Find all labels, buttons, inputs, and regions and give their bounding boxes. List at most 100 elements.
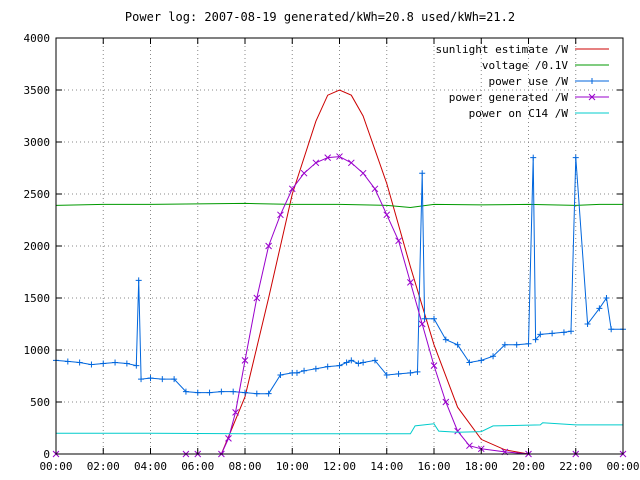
data-point [232,409,239,416]
data-point [395,370,402,377]
data-point [135,277,142,284]
x-tick-label: 16:00 [417,460,450,473]
x-axis-ticks: 00:00 02:00 04:00 06:00 08:00 10:00 12:00 14:00… [39,38,640,473]
y-axis-ticks: 0 500 1000 1500 2000 2500 3000 3500 4000 [24,32,623,461]
data-point [277,371,284,378]
data-point [466,442,473,450]
series-power-on-c14-w [56,422,623,435]
grid-lines [56,38,623,454]
x-tick-label: 14:00 [370,460,403,473]
data-point [530,154,537,161]
data-point [525,340,532,347]
legend-label: voltage /0.1V [482,59,568,72]
data-point [112,359,119,366]
data-point [596,305,603,312]
legend-label: power generated /W [449,91,569,104]
data-point [371,185,379,193]
series-layer [52,89,627,458]
data-point [182,388,189,395]
y-tick-label: 500 [30,396,50,409]
x-tick-label: 18:00 [465,460,498,473]
data-point [430,362,438,369]
data-point [133,362,140,369]
data-point [300,169,308,177]
x-tick-label: 08:00 [228,460,261,473]
y-tick-label: 0 [43,448,50,461]
x-tick-label: 12:00 [323,460,356,473]
legend-marker [588,93,596,101]
data-point [242,389,248,396]
series-sunlight-estimate-w [220,89,529,455]
data-point [383,371,390,378]
data-point [265,390,272,397]
data-point [501,341,508,348]
data-point [383,211,391,219]
data-point [88,361,95,368]
data-point [608,326,615,333]
data-point [312,159,320,167]
data-point [225,435,232,442]
data-point [230,388,237,395]
series-power-generated-w [52,153,627,458]
legend-label: power on C14 /W [469,107,569,120]
series-voltage-0-1v [55,202,623,209]
x-tick-label: 00:00 [39,460,72,473]
data-point [301,367,308,374]
data-point [513,341,520,348]
data-point [584,321,591,327]
data-point [431,315,437,322]
series-line [56,422,623,435]
data-point [348,357,355,364]
data-point [407,369,414,376]
data-point [312,365,319,372]
legend-label: power use /W [489,75,569,88]
data-point [572,154,579,161]
legend-marker [589,78,595,84]
data-point [478,357,485,364]
data-point [123,360,130,367]
data-point [603,295,610,301]
data-point [355,360,362,367]
data-point [324,154,332,161]
y-tick-label: 3500 [24,84,51,97]
x-tick-label: 06:00 [181,460,214,473]
data-point [277,211,284,219]
data-point [442,336,449,343]
legend: sunlight estimate /W voltage /0.1V power u… [436,43,609,120]
data-point [288,185,296,193]
data-point [100,360,107,367]
data-point [206,389,213,396]
x-tick-label: 02:00 [87,460,120,473]
data-point [454,427,461,435]
data-point [360,359,367,366]
data-point [454,341,461,348]
x-tick-label: 00:00 [606,460,639,473]
x-tick-label: 20:00 [512,460,545,473]
data-point [395,237,402,245]
data-point [560,329,567,336]
data-point [532,336,539,343]
data-point [359,169,367,177]
y-tick-label: 2500 [24,188,51,201]
data-point [371,357,378,364]
data-point [324,363,331,370]
data-point [147,375,154,382]
data-point [293,369,300,376]
data-point [418,320,426,328]
data-point [76,359,83,366]
x-tick-label: 10:00 [276,460,309,473]
series-line [56,156,623,455]
data-point [442,398,450,406]
data-point [253,294,261,302]
data-point [241,357,249,364]
data-point [159,376,166,383]
y-tick-label: 1000 [24,344,51,357]
data-point [419,170,426,177]
legend-label: sunlight estimate /W [436,43,569,56]
data-point [265,242,272,250]
data-point [218,388,225,395]
data-point [343,359,350,366]
data-point [537,331,544,338]
data-point [466,359,473,366]
